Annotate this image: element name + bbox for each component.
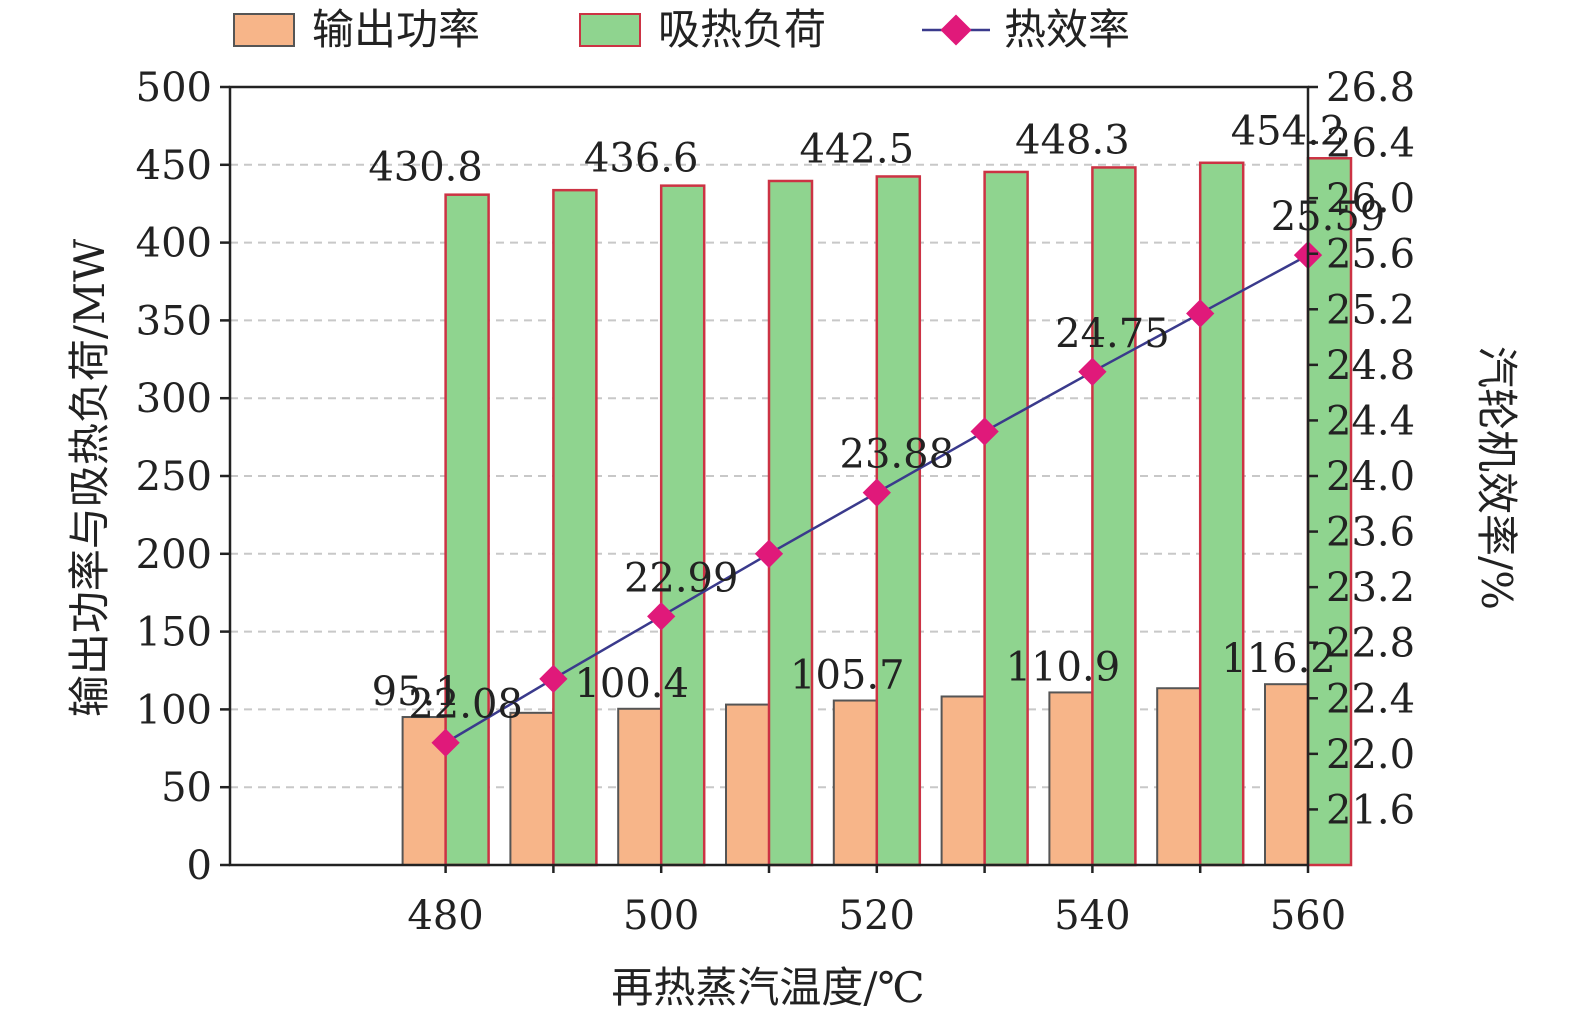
y-tick-label: 350 (136, 298, 212, 344)
legend-swatch-heat-load (579, 13, 641, 47)
y2-tick-label: 22.8 (1326, 621, 1415, 667)
axes: 0 50 100 150 200 250 300 350 400 450 500 21.6 22.0 22… (136, 65, 1415, 939)
y-axis-label: 输出功率与吸热负荷/MW (65, 238, 114, 717)
legend-swatch-output-power (233, 13, 295, 47)
y-tick-label: 0 (187, 843, 212, 889)
y-tick-label: 50 (161, 765, 212, 811)
y-tick-label: 300 (136, 376, 212, 422)
bar-heat-load (983, 170, 1029, 867)
legend: 输出功率 吸热负荷 热效率 (233, 5, 1130, 54)
y2-tick-label: 24.4 (1326, 398, 1415, 444)
bar-heat-load (659, 184, 706, 867)
bar-output-power (940, 695, 986, 867)
bar-output-power (832, 699, 878, 867)
y-tick-label: 100 (136, 687, 212, 733)
y2-tick-label: 26.8 (1326, 65, 1415, 111)
bar-heat-load (767, 179, 814, 867)
bar-output-power (1156, 687, 1202, 866)
y2-tick-label: 26.4 (1326, 121, 1415, 167)
y2-tick-label: 23.2 (1326, 565, 1415, 611)
y-tick-label: 450 (136, 143, 212, 189)
legend-marker-efficiency (940, 14, 972, 46)
y-tick-label: 250 (136, 454, 212, 500)
efficiency-point (1186, 299, 1215, 328)
efficiency-point (431, 728, 460, 757)
y-tick-label: 150 (136, 610, 212, 656)
x-tick-label: 540 (1054, 893, 1130, 939)
bar-heat-load (875, 175, 922, 867)
efficiency-point (539, 664, 568, 693)
y-tick-label: 500 (136, 65, 212, 111)
data-label-heat-load: 454.2 (1231, 108, 1346, 154)
data-label-output-power: 105.7 (790, 653, 905, 699)
data-label-efficiency: 23.88 (840, 432, 955, 478)
data-label-heat-load: 448.3 (1015, 117, 1130, 163)
y2-tick-label: 25.2 (1326, 287, 1415, 333)
data-label-efficiency: 24.75 (1055, 311, 1170, 357)
y-tick-label: 200 (136, 532, 212, 578)
data-labels: 95.1 430.8 22.08 100.4 436.6 22.99 105.7 442.5 2… (368, 108, 1385, 727)
data-label-output-power: 95.1 (372, 669, 461, 715)
data-label-efficiency: 22.08 (408, 682, 523, 728)
bar-output-power (617, 707, 663, 866)
efficiency-point (862, 478, 891, 507)
x-axis-label: 再热蒸汽温度/℃ (611, 963, 924, 1012)
data-label-heat-load: 430.8 (368, 145, 483, 191)
bar-marks (401, 157, 1353, 867)
bar-output-power (1264, 683, 1309, 867)
y2-tick-label: 26.0 (1326, 176, 1415, 222)
data-label-efficiency: 25.59 (1271, 194, 1386, 240)
data-label-heat-load: 442.5 (800, 126, 915, 172)
y2-tick-label: 22.4 (1326, 676, 1415, 722)
legend-label-heat-load: 吸热负荷 (658, 5, 826, 54)
data-label-output-power: 100.4 (574, 661, 689, 707)
data-label-efficiency: 22.99 (624, 555, 739, 601)
efficiency-point (970, 417, 999, 446)
efficiency-point (1078, 357, 1107, 386)
bar-heat-load (1198, 161, 1245, 867)
x-tick-label: 500 (623, 893, 699, 939)
efficiency-line (431, 240, 1323, 757)
bar-output-power (509, 711, 555, 866)
x-tick-label: 560 (1270, 893, 1346, 939)
y2-tick-label: 22.0 (1326, 732, 1415, 778)
data-label-output-power: 110.9 (1006, 644, 1121, 690)
legend-label-efficiency: 热效率 (1004, 5, 1130, 54)
efficiency-point (647, 602, 676, 631)
legend-label-output-power: 输出功率 (312, 5, 480, 54)
y2-tick-label: 23.6 (1326, 510, 1415, 556)
bar-heat-load (552, 188, 598, 867)
y2-tick-label: 25.6 (1326, 232, 1415, 278)
y2-axis-label: 汽轮机效率/% (1472, 346, 1521, 610)
efficiency-point (754, 539, 784, 568)
x-tick-label: 480 (407, 893, 483, 939)
bar-output-power (725, 703, 770, 867)
y2-tick-label: 24.0 (1326, 454, 1415, 500)
y2-tick-label: 21.6 (1326, 787, 1415, 833)
y-tick-label: 400 (136, 221, 212, 267)
y2-tick-label: 24.8 (1326, 343, 1415, 389)
bar-heat-load (444, 193, 490, 867)
data-label-heat-load: 436.6 (584, 136, 699, 182)
x-tick-label: 520 (839, 893, 915, 939)
data-label-output-power: 116.2 (1221, 636, 1336, 682)
bar-heat-load (1091, 166, 1137, 867)
bar-output-power (1048, 691, 1094, 866)
